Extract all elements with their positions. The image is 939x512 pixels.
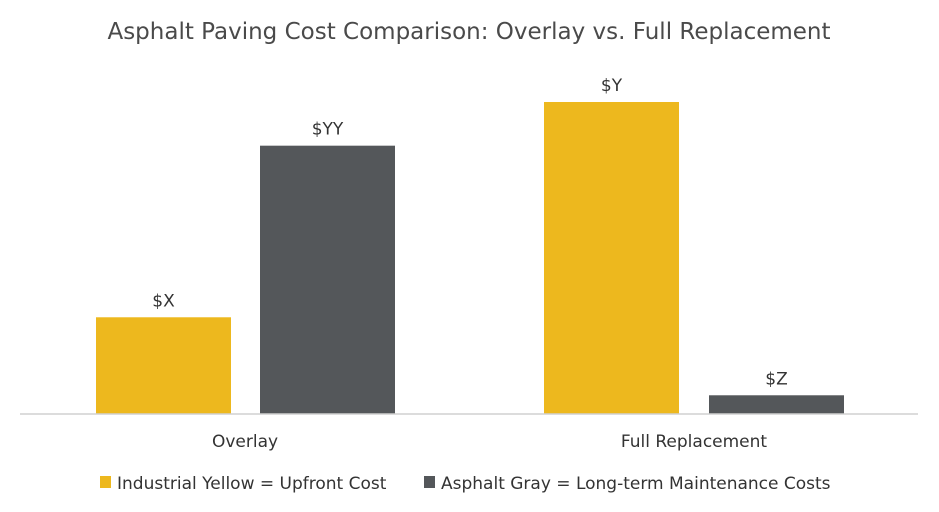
legend-swatch-maintenance: [424, 476, 435, 488]
bar-upfront-full-replacement: [544, 102, 679, 414]
data-label: $Y: [601, 76, 623, 96]
chart-title: Asphalt Paving Cost Comparison: Overlay …: [107, 19, 830, 45]
bar-maintenance-overlay: [260, 145, 395, 414]
legend: Industrial Yellow = Upfront Cost Asphalt…: [100, 474, 831, 494]
bar-upfront-overlay: [96, 317, 231, 414]
bar-maintenance-full-replacement: [709, 395, 844, 414]
legend-label-maintenance: Asphalt Gray = Long-term Maintenance Cos…: [441, 474, 831, 494]
data-label: $Z: [765, 369, 787, 389]
category-label-full-replacement: Full Replacement: [621, 432, 768, 452]
data-label: $YY: [312, 120, 344, 140]
legend-label-upfront: Industrial Yellow = Upfront Cost: [117, 474, 387, 494]
category-label-overlay: Overlay: [212, 432, 278, 452]
data-label: $X: [152, 291, 175, 311]
legend-swatch-upfront: [100, 476, 111, 488]
